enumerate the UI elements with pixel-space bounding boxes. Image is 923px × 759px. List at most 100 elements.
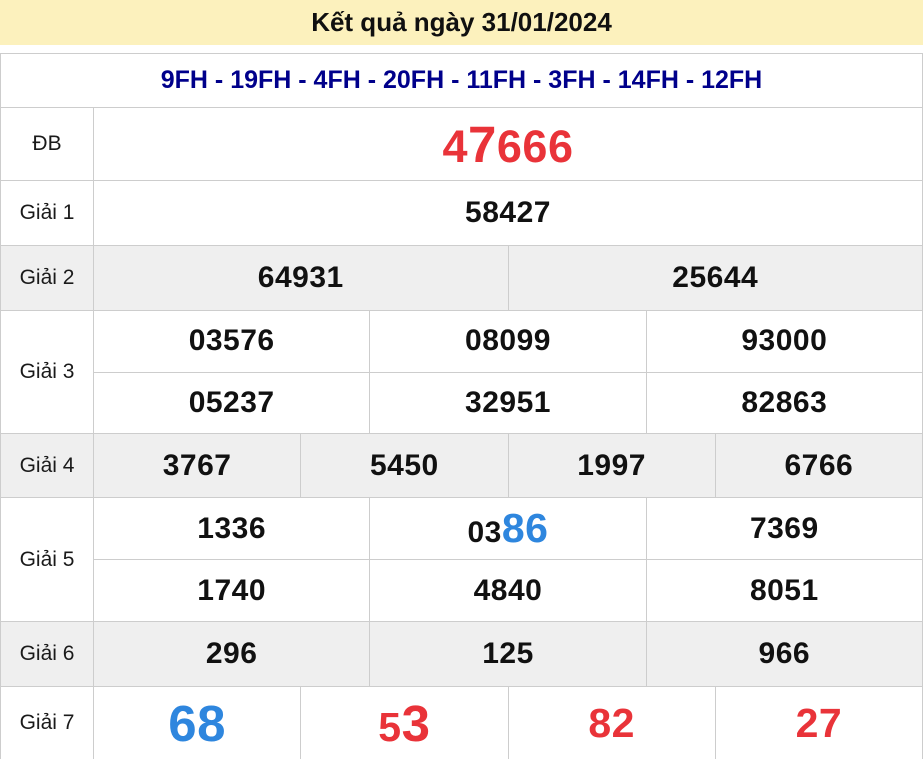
prize-subrow: 296 125 966 — [94, 622, 922, 686]
prize-subrow: 68 5 3 82 27 — [94, 687, 922, 759]
number-wrap: 1997 — [577, 448, 646, 482]
number-segment: 3 — [401, 694, 431, 752]
number-wrap: 296 — [206, 639, 258, 669]
number-wrap: 03 86 — [468, 508, 549, 549]
prize-row: Giải 2 64931 25644 — [1, 245, 922, 310]
number-segment: 666 — [496, 120, 574, 172]
prize-number: 03 86 — [369, 498, 645, 559]
prize-subrow: 4 7 666 — [94, 108, 922, 180]
number-wrap: 1336 — [197, 513, 266, 544]
prize-number: 05237 — [94, 373, 369, 434]
prize-row: Giải 6 296 125 966 — [1, 621, 922, 686]
prize-label: Giải 6 — [1, 622, 94, 686]
number-segment: 125 — [482, 637, 534, 670]
number-wrap: 7369 — [749, 511, 819, 545]
prize-number: 966 — [645, 622, 922, 686]
number-segment: 1997 — [577, 448, 646, 482]
prize-subrow: 1740 4840 8051 — [94, 559, 922, 621]
prize-content: 58427 — [94, 181, 922, 245]
number-wrap: 1740 — [197, 573, 267, 607]
number-wrap: 3767 — [162, 448, 232, 482]
prize-number: 6766 — [714, 434, 922, 497]
number-wrap: 4840 — [473, 573, 543, 607]
number-wrap: 58427 — [465, 198, 551, 228]
number-segment: 93000 — [741, 324, 828, 358]
number-segment: 64931 — [257, 261, 344, 294]
prize-number: 1997 — [507, 434, 715, 497]
prize-content: 296 125 966 — [94, 622, 922, 686]
prize-number: 64931 — [94, 246, 508, 310]
prize-subrow: 1336 03 86 7369 — [94, 498, 922, 559]
prize-number: 82863 — [645, 372, 922, 433]
number-segment: 25644 — [672, 261, 759, 294]
prize-number: 296 — [94, 622, 369, 686]
number-wrap: 4 7 666 — [443, 119, 574, 170]
number-wrap: 125 — [482, 639, 534, 669]
prize-row: Giải 5 1336 03 86 7369 1740 4840 8051 — [1, 497, 922, 621]
number-wrap: 27 — [795, 699, 843, 746]
number-segment: 27 — [795, 699, 843, 746]
number-wrap: 82863 — [741, 385, 828, 419]
number-segment: 4840 — [473, 573, 543, 607]
prize-number: 58427 — [94, 181, 922, 245]
prize-subrow: 03576 08099 93000 — [94, 311, 922, 372]
number-wrap: 5450 — [370, 448, 439, 482]
prize-number: 125 — [369, 622, 645, 686]
number-wrap: 08099 — [465, 326, 551, 356]
prize-label: ĐB — [1, 108, 94, 180]
prize-number: 8051 — [645, 560, 922, 621]
number-wrap: 32951 — [465, 385, 551, 419]
number-segment: 966 — [758, 637, 811, 670]
number-segment: 7 — [468, 115, 497, 173]
prize-rows-container: ĐB 4 7 666 Giải 1 58427 Giải 2 64931 25644 Giải 3… — [1, 107, 922, 759]
prize-subrow: 58427 — [94, 181, 922, 245]
prize-row: Giải 1 58427 — [1, 180, 922, 245]
number-wrap: 05237 — [188, 385, 275, 419]
number-segment: 4 — [442, 120, 469, 172]
prize-number: 68 — [94, 687, 300, 759]
number-segment: 3767 — [162, 448, 232, 482]
number-wrap: 6766 — [784, 448, 854, 482]
prize-number: 3767 — [94, 434, 300, 497]
number-segment: 5 — [378, 703, 402, 750]
prize-row: Giải 4 3767 5450 1997 6766 — [1, 433, 922, 497]
number-segment: 82863 — [741, 385, 828, 419]
number-segment: 6766 — [784, 448, 854, 482]
number-wrap: 68 — [168, 698, 226, 749]
prize-row: ĐB 4 7 666 — [1, 107, 922, 180]
prize-number: 7369 — [645, 498, 922, 559]
number-wrap: 64931 — [258, 263, 344, 293]
prize-number: 08099 — [369, 311, 645, 372]
prize-content: 64931 25644 — [94, 246, 922, 310]
number-segment: 32951 — [465, 385, 551, 419]
number-wrap: 93000 — [741, 326, 827, 356]
prize-label: Giải 7 — [1, 687, 94, 759]
number-segment: 296 — [205, 637, 258, 670]
prize-number: 27 — [714, 687, 922, 759]
prize-number: 25644 — [507, 246, 923, 310]
prize-number: 03576 — [94, 311, 369, 372]
prize-subrow: 05237 32951 82863 — [94, 371, 922, 434]
prize-number: 1336 — [94, 498, 369, 559]
number-segment: 7369 — [749, 511, 819, 545]
number-wrap: 03576 — [189, 326, 275, 356]
number-segment: 86 — [501, 505, 549, 551]
number-segment: 5450 — [370, 448, 439, 482]
number-segment: 58427 — [465, 196, 551, 229]
number-wrap: 8051 — [750, 575, 819, 606]
number-segment: 1740 — [197, 573, 267, 607]
prize-subrow: 64931 25644 — [94, 246, 922, 310]
page-title: Kết quả ngày 31/01/2024 — [0, 0, 923, 45]
number-segment: 82 — [588, 699, 635, 746]
number-segment: 03576 — [188, 324, 275, 358]
prize-label: Giải 3 — [1, 311, 94, 433]
prize-label: Giải 4 — [1, 434, 94, 497]
prize-number: 4 7 666 — [94, 108, 922, 180]
station-list: 9FH - 19FH - 4FH - 20FH - 11FH - 3FH - 1… — [1, 53, 922, 107]
prize-row: Giải 7 68 5 3 82 27 — [1, 686, 922, 759]
number-segment: 05237 — [188, 385, 275, 419]
prize-number: 1740 — [94, 560, 369, 621]
number-wrap: 966 — [759, 639, 811, 669]
